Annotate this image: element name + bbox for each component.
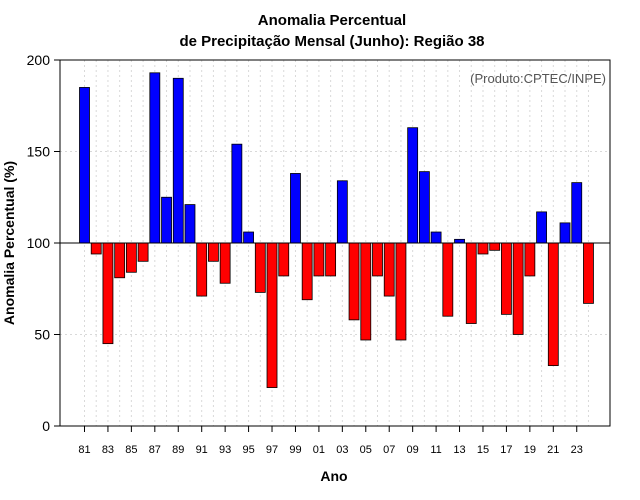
y-tick-label: 50 bbox=[34, 327, 50, 343]
bar-92 bbox=[208, 242, 219, 262]
y-axis: 0 50 100 150 200 bbox=[27, 52, 60, 434]
x-tick-label: 07 bbox=[383, 444, 395, 456]
bar-14 bbox=[465, 242, 477, 324]
x-tick-label: 17 bbox=[500, 444, 512, 456]
bar-93 bbox=[219, 242, 231, 284]
x-axis: 81 83 85 87 89 91 93 95 97 99 01 03 05 07 09 11 13 15 17 19… bbox=[78, 426, 583, 456]
bar-12 bbox=[442, 242, 454, 317]
x-tick-label: 05 bbox=[360, 444, 372, 456]
bar-04 bbox=[348, 242, 360, 321]
credit-label: (Produto:CPTEC/INPE) bbox=[470, 71, 606, 86]
x-tick-label: 21 bbox=[547, 444, 559, 456]
bar-19 bbox=[524, 242, 536, 277]
y-tick-label: 100 bbox=[27, 235, 51, 251]
x-tick-label: 23 bbox=[571, 444, 583, 456]
bar-91 bbox=[196, 242, 208, 297]
bar-13 bbox=[454, 238, 465, 244]
x-tick-label: 99 bbox=[289, 444, 301, 456]
chart-title: Anomalia Percentual bbox=[258, 12, 406, 29]
x-tick-label: 03 bbox=[336, 444, 348, 456]
x-tick-label: 93 bbox=[219, 444, 231, 456]
x-tick-label: 15 bbox=[477, 444, 489, 456]
bar-20 bbox=[536, 211, 547, 244]
chart-subtitle: de Precipitação Mensal (Junho): Região 3… bbox=[179, 33, 484, 50]
bar-18 bbox=[512, 242, 524, 335]
bar-17 bbox=[501, 242, 512, 315]
bar-05 bbox=[360, 242, 372, 341]
x-tick-label: 97 bbox=[266, 444, 278, 456]
x-tick-label: 13 bbox=[453, 444, 465, 456]
bar-85 bbox=[125, 242, 137, 273]
bar-22 bbox=[559, 222, 571, 244]
bar-87 bbox=[149, 72, 161, 244]
y-tick-label: 0 bbox=[42, 418, 50, 434]
bar-96 bbox=[254, 242, 266, 293]
x-tick-label: 87 bbox=[149, 444, 161, 456]
bar-23 bbox=[571, 182, 583, 244]
x-tick-label: 19 bbox=[524, 444, 536, 456]
bar-83 bbox=[102, 242, 114, 345]
bar-82 bbox=[90, 242, 102, 255]
x-axis-title: Ano bbox=[320, 468, 347, 484]
bars bbox=[79, 72, 594, 388]
bar-21 bbox=[547, 242, 559, 367]
bar-86 bbox=[137, 242, 149, 262]
bar-15 bbox=[477, 242, 489, 255]
bar-00 bbox=[301, 242, 313, 301]
bar-16 bbox=[489, 242, 501, 251]
bar-07 bbox=[383, 242, 395, 297]
y-axis-title: Anomalia Percentual (%) bbox=[1, 161, 17, 325]
bar-09 bbox=[407, 127, 419, 244]
bar-81 bbox=[79, 87, 90, 244]
bar-24 bbox=[583, 242, 594, 304]
x-tick-label: 91 bbox=[196, 444, 208, 456]
y-tick-label: 200 bbox=[27, 52, 51, 68]
bar-88 bbox=[161, 196, 172, 244]
x-tick-label: 09 bbox=[407, 444, 419, 456]
x-tick-label: 81 bbox=[78, 444, 90, 456]
y-tick-label: 150 bbox=[27, 144, 51, 160]
bar-98 bbox=[278, 242, 290, 277]
bar-99 bbox=[290, 173, 301, 244]
bar-97 bbox=[266, 242, 278, 388]
bar-11 bbox=[430, 231, 442, 244]
bar-84 bbox=[114, 242, 126, 279]
bar-89 bbox=[172, 77, 184, 244]
bar-08 bbox=[395, 242, 407, 341]
bar-01 bbox=[313, 242, 325, 277]
bar-90 bbox=[184, 204, 196, 244]
bar-06 bbox=[372, 242, 383, 277]
bar-95 bbox=[243, 231, 254, 244]
x-tick-label: 01 bbox=[313, 444, 325, 456]
x-tick-label: 89 bbox=[172, 444, 184, 456]
x-tick-label: 11 bbox=[430, 444, 441, 456]
x-tick-label: 85 bbox=[125, 444, 137, 456]
bar-03 bbox=[336, 180, 348, 244]
x-tick-label: 95 bbox=[242, 444, 254, 456]
bar-10 bbox=[418, 171, 430, 244]
bar-94 bbox=[231, 143, 243, 244]
x-tick-label: 83 bbox=[102, 444, 114, 456]
bar-02 bbox=[325, 242, 337, 277]
